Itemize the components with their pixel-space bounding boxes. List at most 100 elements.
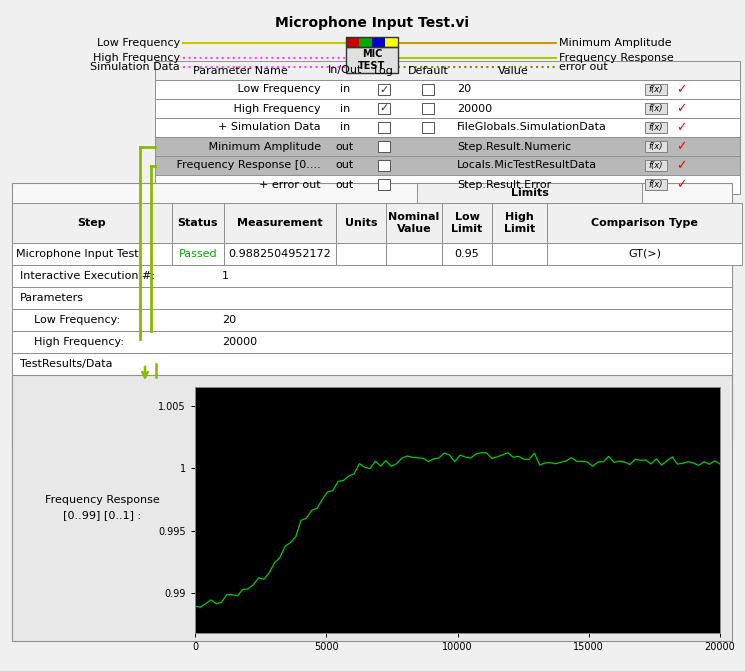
Bar: [12, 265, 732, 287]
Text: Minimum Amplitude: Minimum Amplitude: [198, 142, 321, 152]
Text: Microphone Input Test.vi: Microphone Input Test.vi: [275, 16, 469, 30]
Text: f(x): f(x): [649, 85, 663, 94]
Text: + error out: + error out: [259, 180, 321, 189]
Bar: [645, 122, 667, 133]
Text: ✓: ✓: [676, 83, 686, 96]
Bar: [372, 37, 385, 47]
Bar: [442, 203, 492, 243]
Text: Low Frequency: Low Frequency: [227, 85, 321, 95]
Text: 20000: 20000: [457, 103, 492, 113]
Bar: [422, 84, 434, 95]
Text: 0.95: 0.95: [454, 249, 479, 259]
Text: MIC
TEST: MIC TEST: [358, 49, 386, 71]
Text: out: out: [336, 142, 354, 152]
Bar: [12, 375, 732, 641]
Bar: [422, 103, 434, 114]
Text: GT(>): GT(>): [628, 249, 661, 259]
Bar: [155, 156, 740, 175]
Bar: [378, 84, 390, 95]
Text: Locals.MicTestResultData: Locals.MicTestResultData: [457, 160, 597, 170]
Bar: [12, 331, 732, 353]
Text: Parameters: Parameters: [20, 293, 84, 303]
Text: High Frequency: High Frequency: [93, 53, 180, 63]
Bar: [346, 37, 359, 47]
Bar: [386, 243, 442, 265]
Text: f(x): f(x): [649, 161, 663, 170]
Bar: [547, 203, 742, 243]
Text: ✓: ✓: [676, 159, 686, 172]
Bar: [422, 122, 434, 133]
Text: ✓: ✓: [676, 140, 686, 153]
Bar: [492, 203, 547, 243]
Bar: [172, 203, 224, 243]
Text: f(x): f(x): [649, 104, 663, 113]
Bar: [12, 353, 732, 375]
Text: Limits: Limits: [510, 188, 548, 198]
Text: Default: Default: [408, 66, 448, 76]
Text: In/Out: In/Out: [328, 66, 362, 76]
Text: f(x): f(x): [649, 180, 663, 189]
Text: TestResults/Data: TestResults/Data: [20, 359, 112, 369]
Bar: [12, 309, 732, 331]
Text: Nominal
Value: Nominal Value: [388, 212, 440, 234]
Text: 20: 20: [457, 85, 471, 95]
Bar: [346, 37, 398, 47]
Text: error out: error out: [559, 62, 608, 72]
Bar: [547, 243, 742, 265]
Bar: [385, 37, 398, 47]
Text: Log: Log: [374, 66, 394, 76]
Text: Value: Value: [498, 66, 528, 76]
Text: 1: 1: [222, 271, 229, 281]
Text: Frequency Response: Frequency Response: [45, 495, 159, 505]
Bar: [224, 243, 336, 265]
Text: Low Frequency: Low Frequency: [97, 38, 180, 48]
Text: Frequency Response: Frequency Response: [559, 53, 673, 63]
Bar: [442, 243, 492, 265]
Bar: [378, 141, 390, 152]
Bar: [346, 47, 398, 73]
Bar: [155, 118, 740, 137]
Text: f(x): f(x): [649, 142, 663, 151]
Text: Comparison Type: Comparison Type: [591, 218, 698, 228]
Bar: [155, 61, 740, 80]
Bar: [645, 103, 667, 114]
Text: f(x): f(x): [649, 123, 663, 132]
Bar: [224, 203, 336, 243]
Bar: [378, 122, 390, 133]
Text: FileGlobals.SimulationData: FileGlobals.SimulationData: [457, 123, 607, 132]
Bar: [417, 183, 642, 203]
Text: out: out: [336, 180, 354, 189]
Bar: [12, 183, 732, 443]
Bar: [336, 243, 386, 265]
Text: Measurement: Measurement: [237, 218, 323, 228]
Bar: [359, 37, 372, 47]
Text: Step.Result.Numeric: Step.Result.Numeric: [457, 142, 571, 152]
Text: Step.Result.Error: Step.Result.Error: [457, 180, 551, 189]
Bar: [492, 243, 547, 265]
Text: 20: 20: [222, 315, 236, 325]
Text: Units: Units: [345, 218, 377, 228]
Bar: [12, 243, 172, 265]
Text: 0.9882504952172: 0.9882504952172: [229, 249, 332, 259]
Bar: [155, 137, 740, 156]
Bar: [378, 179, 390, 190]
Text: ✓: ✓: [676, 102, 686, 115]
Bar: [12, 287, 732, 309]
Text: + Simulation Data: + Simulation Data: [218, 123, 321, 132]
Text: Low Frequency:: Low Frequency:: [34, 315, 120, 325]
Text: 20000: 20000: [222, 337, 257, 347]
Bar: [155, 99, 740, 118]
Bar: [155, 175, 740, 194]
Text: Interactive Execution #:: Interactive Execution #:: [20, 271, 155, 281]
Bar: [645, 179, 667, 190]
Text: Minimum Amplitude: Minimum Amplitude: [559, 38, 672, 48]
Text: High Frequency: High Frequency: [224, 103, 321, 113]
Text: Simulation Data: Simulation Data: [90, 62, 180, 72]
Text: in: in: [340, 103, 350, 113]
Text: in: in: [340, 123, 350, 132]
Text: Parameter Name: Parameter Name: [193, 66, 288, 76]
Text: Status: Status: [178, 218, 218, 228]
Text: Microphone Input Test: Microphone Input Test: [16, 249, 139, 259]
Bar: [378, 160, 390, 171]
Text: [0..99] [0..1] :: [0..99] [0..1] :: [63, 510, 141, 520]
